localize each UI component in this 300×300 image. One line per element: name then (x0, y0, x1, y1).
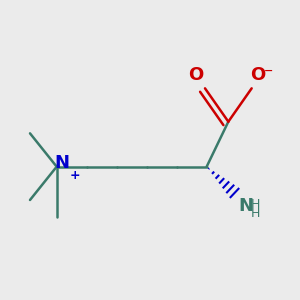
Text: O: O (250, 66, 265, 84)
Text: H: H (251, 198, 260, 211)
Text: H: H (251, 207, 260, 220)
Text: −: − (264, 66, 274, 76)
Text: O: O (188, 66, 203, 84)
Text: N: N (54, 154, 69, 172)
Text: +: + (70, 169, 81, 182)
Text: N: N (238, 197, 253, 215)
